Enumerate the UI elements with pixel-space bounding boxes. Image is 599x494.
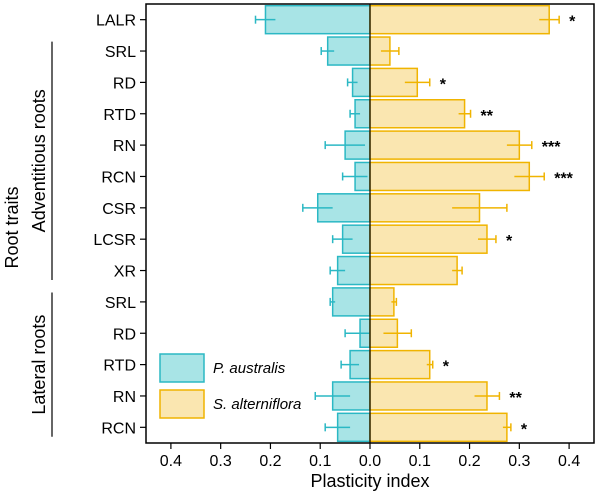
group-label: Lateral roots	[29, 315, 49, 415]
legend-swatch	[159, 353, 205, 383]
x-tick-label: 0.3	[508, 453, 530, 470]
significance-label: *	[440, 76, 447, 93]
y-tick-label: RTD	[103, 107, 136, 124]
significance-label: *	[506, 233, 513, 250]
legend: P. australis S. alterniflora	[159, 353, 301, 419]
bar-s-alterniflora	[369, 412, 508, 443]
significance-label: *	[521, 421, 528, 438]
x-tick-label: 0.0	[359, 453, 381, 470]
y-tick-label: SRL	[105, 44, 136, 61]
bar-s-alterniflora	[369, 287, 395, 317]
significance-label: **	[509, 390, 522, 407]
bar-s-alterniflora	[369, 224, 488, 254]
x-axis-title: Plasticity index	[310, 471, 429, 491]
group-label: Adventitious roots	[29, 89, 49, 232]
x-tick-label: 0.3	[210, 453, 232, 470]
significance-label: *	[569, 14, 576, 31]
significance-label: ***	[554, 170, 573, 187]
legend-swatch	[159, 389, 205, 419]
bar-s-alterniflora	[369, 255, 458, 286]
bar-p-australis	[264, 4, 371, 35]
significance-label: **	[481, 108, 494, 125]
legend-label: P. australis	[213, 360, 286, 377]
bar-s-alterniflora	[369, 4, 550, 35]
x-tick-label: 0.1	[409, 453, 431, 470]
y-tick-label: LALR	[96, 13, 136, 30]
x-axis: 0.4 0.3 0.2 0.1 0.0 0.1 0.2 0.3 0.4	[160, 443, 580, 470]
y-tick-label: RD	[113, 75, 136, 92]
y-axis-title: Root traits	[2, 186, 22, 268]
x-tick-label: 0.2	[458, 453, 480, 470]
x-tick-label: 0.4	[160, 453, 182, 470]
bar-s-alterniflora	[369, 161, 531, 192]
bar-s-alterniflora	[369, 130, 521, 160]
y-tick-label: RN	[113, 389, 136, 406]
significance-label: ***	[542, 139, 561, 156]
plot-area: ***************	[254, 4, 576, 443]
y-tick-label: CSR	[102, 201, 136, 218]
x-tick-label: 0.2	[259, 453, 281, 470]
y-tick-label: RCN	[101, 169, 136, 186]
y-tick-label: RTD	[103, 358, 136, 375]
bar-s-alterniflora	[369, 99, 466, 129]
x-tick-label: 0.4	[558, 453, 580, 470]
bar-p-australis	[331, 287, 371, 317]
bar-s-alterniflora	[369, 349, 431, 380]
y-tick-label: RD	[113, 326, 136, 343]
group-labels: Adventitious roots Lateral roots	[29, 41, 53, 437]
y-tick-label: LCSR	[93, 232, 136, 249]
y-tick-label: XR	[114, 264, 136, 281]
significance-label: *	[443, 359, 450, 376]
x-tick-label: 0.1	[309, 453, 331, 470]
y-tick-label: RCN	[101, 420, 136, 437]
y-tick-label: RN	[113, 138, 136, 155]
bar-s-alterniflora	[369, 381, 488, 411]
y-tick-label: SRL	[105, 295, 136, 312]
legend-label: S. alterniflora	[213, 396, 301, 413]
y-axis: LALR SRL RD RTD RN RCN CSR LCSR XR SRL RD RTD RN RCN	[93, 13, 146, 437]
